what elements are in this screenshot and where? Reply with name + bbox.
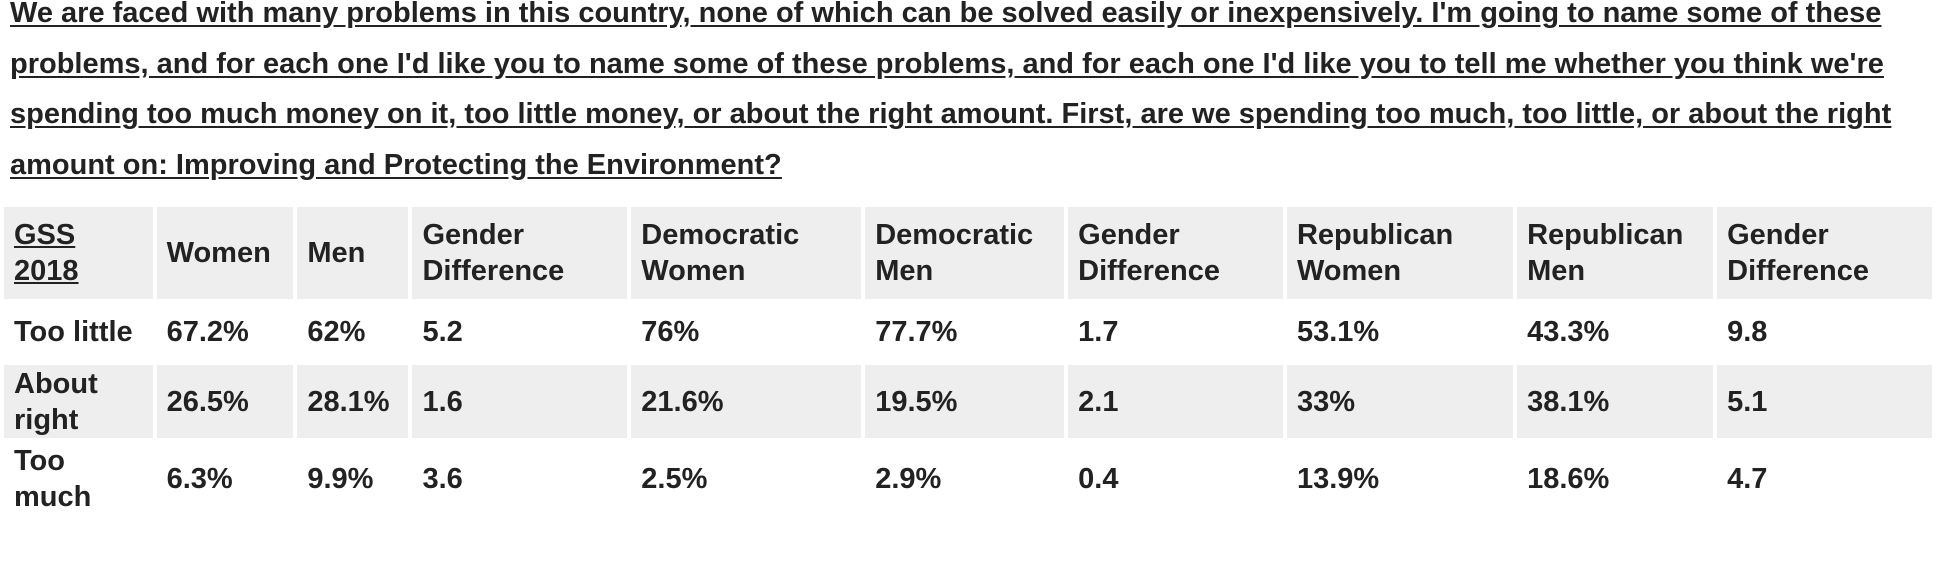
cell-democratic-men: 77.7% bbox=[865, 302, 1065, 362]
cell-gender-difference-2: 1.7 bbox=[1068, 302, 1283, 362]
cell-women: 26.5% bbox=[156, 365, 294, 438]
cell-gender-difference-3: 9.8 bbox=[1717, 302, 1932, 362]
survey-link[interactable]: GSS 2018 bbox=[14, 219, 79, 287]
cell-republican-men: 18.6% bbox=[1517, 441, 1714, 517]
header-gender-difference-1: Gender Difference bbox=[412, 207, 628, 299]
cell-men: 28.1% bbox=[297, 365, 409, 438]
cell-democratic-men: 2.9% bbox=[865, 441, 1065, 517]
results-table: GSS 2018 Women Men Gender Difference Dem… bbox=[0, 204, 1936, 520]
cell-democratic-women: 76% bbox=[631, 302, 862, 362]
header-men: Men bbox=[297, 207, 409, 299]
cell-democratic-men: 19.5% bbox=[865, 365, 1065, 438]
cell-gender-difference-3: 5.1 bbox=[1717, 365, 1932, 438]
cell-gender-difference-1: 1.6 bbox=[412, 365, 628, 438]
question-text[interactable]: We are faced with many problems in this … bbox=[0, 0, 1936, 181]
cell-gender-difference-3: 4.7 bbox=[1717, 441, 1932, 517]
question-link[interactable]: We are faced with many problems in this … bbox=[10, 0, 1892, 181]
cell-men: 62% bbox=[297, 302, 409, 362]
row-label: About right bbox=[4, 365, 153, 438]
cell-republican-men: 38.1% bbox=[1517, 365, 1714, 438]
header-gender-difference-2: Gender Difference bbox=[1068, 207, 1283, 299]
cell-democratic-women: 2.5% bbox=[631, 441, 862, 517]
cell-gender-difference-2: 2.1 bbox=[1068, 365, 1283, 438]
header-democratic-women: Democratic Women bbox=[631, 207, 862, 299]
table-row: Too little 67.2% 62% 5.2 76% 77.7% 1.7 5… bbox=[4, 302, 1932, 362]
cell-republican-men: 43.3% bbox=[1517, 302, 1714, 362]
cell-gender-difference-1: 3.6 bbox=[412, 441, 628, 517]
table-body: Too little 67.2% 62% 5.2 76% 77.7% 1.7 5… bbox=[4, 302, 1932, 517]
cell-republican-women: 53.1% bbox=[1286, 302, 1514, 362]
header-gender-difference-3: Gender Difference bbox=[1717, 207, 1932, 299]
header-republican-women: Republican Women bbox=[1286, 207, 1514, 299]
table-row: Too much 6.3% 9.9% 3.6 2.5% 2.9% 0.4 13.… bbox=[4, 441, 1932, 517]
header-women: Women bbox=[156, 207, 294, 299]
table-row: About right 26.5% 28.1% 1.6 21.6% 19.5% … bbox=[4, 365, 1932, 438]
header-republican-men: Republican Men bbox=[1517, 207, 1714, 299]
cell-women: 67.2% bbox=[156, 302, 294, 362]
header-survey[interactable]: GSS 2018 bbox=[4, 207, 153, 299]
header-democratic-men: Democratic Men bbox=[865, 207, 1065, 299]
table-header: GSS 2018 Women Men Gender Difference Dem… bbox=[4, 207, 1932, 299]
cell-men: 9.9% bbox=[297, 441, 409, 517]
cell-republican-women: 33% bbox=[1286, 365, 1514, 438]
row-label: Too much bbox=[4, 441, 153, 517]
cell-republican-women: 13.9% bbox=[1286, 441, 1514, 517]
cell-democratic-women: 21.6% bbox=[631, 365, 862, 438]
cell-gender-difference-2: 0.4 bbox=[1068, 441, 1283, 517]
cell-women: 6.3% bbox=[156, 441, 294, 517]
row-label: Too little bbox=[4, 302, 153, 362]
header-row: GSS 2018 Women Men Gender Difference Dem… bbox=[4, 207, 1932, 299]
cell-gender-difference-1: 5.2 bbox=[412, 302, 628, 362]
